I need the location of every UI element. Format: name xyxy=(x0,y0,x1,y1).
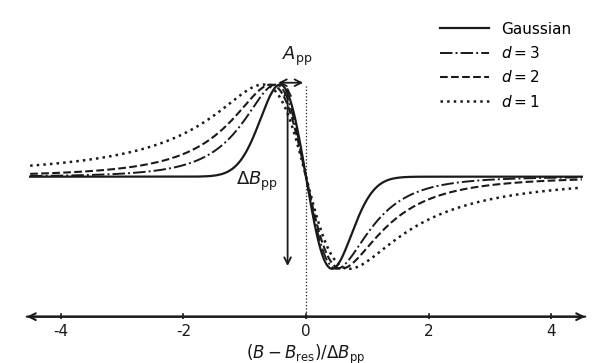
Gaussian xyxy=(328,266,335,271)
$d = 3$ xyxy=(238,122,245,126)
$d = 1$ xyxy=(259,82,266,87)
$d = 3$ xyxy=(122,171,130,176)
Text: 4: 4 xyxy=(547,324,556,339)
$d = 1$ xyxy=(122,151,130,155)
Text: $A_{\mathrm{pp}}$: $A_{\mathrm{pp}}$ xyxy=(281,45,312,68)
$d = 1$ xyxy=(578,185,586,190)
Line: $d = 1$: $d = 1$ xyxy=(30,85,582,269)
$d = 2$ xyxy=(267,82,274,87)
$d = 1$ xyxy=(508,193,515,197)
Gaussian xyxy=(568,175,575,179)
$d = 2$ xyxy=(578,178,586,182)
$d = 1$ xyxy=(26,163,34,168)
$d = 1$ xyxy=(346,266,353,271)
Line: $d = 3$: $d = 3$ xyxy=(30,85,582,269)
Legend: Gaussian, $d = 3$, $d = 2$, $d = 1$: Gaussian, $d = 3$, $d = 2$, $d = 1$ xyxy=(434,16,578,116)
$d = 2$ xyxy=(568,178,575,182)
Text: -4: -4 xyxy=(53,324,68,339)
$d = 3$ xyxy=(89,173,97,177)
Line: Gaussian: Gaussian xyxy=(30,85,582,269)
$d = 1$ xyxy=(262,83,269,87)
$d = 2$ xyxy=(508,181,515,185)
$d = 2$ xyxy=(122,166,130,170)
$d = 2$ xyxy=(89,169,97,173)
Gaussian xyxy=(262,104,269,108)
Gaussian xyxy=(508,175,515,179)
Text: -2: -2 xyxy=(176,324,191,339)
$d = 2$ xyxy=(26,172,34,176)
$d = 2$ xyxy=(338,266,345,271)
Gaussian xyxy=(277,82,284,87)
Text: $\Delta B_{\mathrm{pp}}$: $\Delta B_{\mathrm{pp}}$ xyxy=(236,170,278,193)
Gaussian xyxy=(122,175,130,179)
Text: 0: 0 xyxy=(301,324,311,339)
Line: $d = 2$: $d = 2$ xyxy=(30,85,582,269)
Gaussian xyxy=(578,175,586,179)
Gaussian xyxy=(26,175,34,179)
Text: $(B - B_{\mathrm{res}})/\Delta B_{\mathrm{pp}}$: $(B - B_{\mathrm{res}})/\Delta B_{\mathr… xyxy=(247,342,365,363)
$d = 3$ xyxy=(568,175,575,180)
$d = 3$ xyxy=(508,176,515,181)
$d = 3$ xyxy=(26,174,34,178)
$d = 3$ xyxy=(272,82,279,87)
Gaussian xyxy=(238,157,245,161)
$d = 3$ xyxy=(333,266,340,271)
$d = 1$ xyxy=(238,92,245,97)
$d = 1$ xyxy=(568,186,575,191)
$d = 1$ xyxy=(89,157,97,161)
$d = 3$ xyxy=(578,175,586,180)
$d = 2$ xyxy=(238,107,245,111)
Gaussian xyxy=(89,175,97,179)
$d = 3$ xyxy=(262,89,269,93)
$d = 2$ xyxy=(262,83,269,88)
Text: 2: 2 xyxy=(424,324,433,339)
